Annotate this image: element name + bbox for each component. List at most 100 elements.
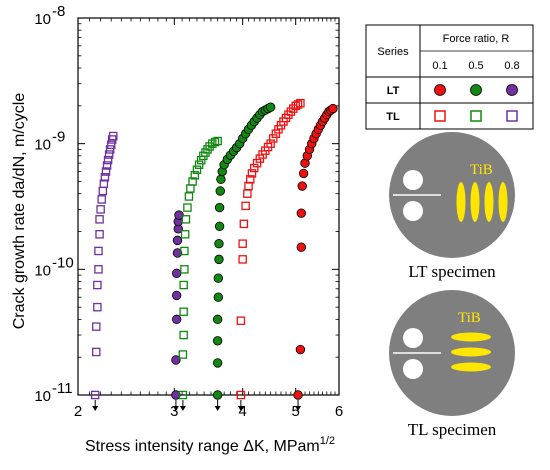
data-point — [212, 314, 223, 325]
x-axis-title-text: Stress intensity range ΔK, MPam — [85, 438, 320, 455]
data-point — [250, 163, 259, 173]
data-point — [239, 219, 249, 229]
legend-header-ratio: Force ratio, R — [443, 33, 510, 45]
legend-marker-tl-0 — [434, 110, 446, 122]
legend-row-lt: LT — [387, 85, 400, 97]
x-tick-label: 6 — [335, 403, 343, 420]
lt-tib-label: TiB — [470, 162, 493, 178]
legend-marker-lt-0 — [434, 84, 446, 96]
data-point — [90, 390, 100, 400]
data-point — [214, 238, 224, 249]
tl-specimen-caption: TL specimen — [408, 420, 497, 439]
data-point — [98, 186, 108, 196]
data-point — [205, 142, 214, 151]
data-point — [212, 390, 223, 400]
data-point — [171, 268, 182, 278]
data-point — [215, 186, 225, 196]
data-point — [171, 390, 181, 400]
tl-tib-label: TiB — [458, 310, 481, 326]
data-point — [216, 174, 226, 185]
data-point — [213, 292, 224, 302]
data-point — [190, 171, 200, 180]
x-axis-title: Stress intensity range ΔK, MPam1/2 — [85, 435, 335, 455]
tl-tib-grain — [451, 362, 491, 372]
data-point — [179, 330, 188, 340]
data-point — [179, 280, 188, 290]
data-point — [186, 184, 195, 193]
data-point — [252, 158, 262, 168]
lt-specimen-disc — [389, 132, 515, 258]
data-point — [246, 175, 255, 184]
runout-arrow-head — [214, 406, 221, 411]
y-axis-title: Crack growth rate da/dN, m/cycle — [11, 93, 28, 330]
data-point — [109, 131, 118, 141]
legend-marker-lt-2 — [506, 84, 518, 96]
data-point — [213, 136, 222, 146]
data-point — [183, 203, 192, 212]
legend-table: Series Force ratio, R 0.1 0.5 0.8 LT TL — [365, 24, 534, 130]
data-point — [97, 195, 106, 204]
data-point — [210, 137, 220, 147]
data-point — [95, 230, 104, 239]
data-point — [238, 239, 247, 248]
data-point — [238, 255, 247, 264]
data-point — [180, 265, 189, 274]
data-point — [293, 390, 303, 400]
data-point — [94, 246, 103, 256]
x-tick-label: 5 — [292, 403, 300, 420]
data-point — [296, 242, 307, 252]
data-point — [247, 169, 257, 178]
x-axis-title-superscript: 1/2 — [320, 435, 335, 447]
legend-header-series: Series — [377, 46, 409, 58]
y-tick-label: 10 — [34, 137, 51, 154]
data-point — [297, 181, 307, 191]
series-lt-r01 — [293, 103, 338, 411]
series-lt-r05 — [212, 102, 276, 411]
y-tick-exponent: -8 — [52, 3, 65, 20]
tl-specimen-diagram: TiB — [389, 290, 515, 416]
data-point — [328, 103, 338, 114]
data-point — [291, 101, 300, 111]
data-point — [95, 215, 104, 224]
data-point — [214, 221, 225, 232]
tl-tib-grain — [451, 347, 491, 357]
data-point — [180, 230, 190, 239]
data-point — [94, 265, 103, 274]
data-point — [172, 248, 183, 258]
data-point — [180, 246, 189, 256]
x-tick-label: 4 — [239, 403, 247, 420]
data-point — [212, 358, 223, 368]
tl-specimen-hole-top — [403, 328, 423, 348]
data-point — [96, 205, 105, 214]
lt-tib-grain — [484, 182, 494, 222]
runout-arrow-head — [92, 406, 99, 411]
data-point — [293, 100, 303, 109]
series-tl-r08 — [90, 131, 118, 411]
lt-tib-grain — [456, 182, 466, 222]
data-point — [93, 280, 102, 290]
data-point — [295, 344, 306, 355]
runout-arrow-head — [172, 406, 179, 411]
data-point — [178, 350, 188, 359]
data-point — [179, 307, 188, 316]
data-point — [171, 290, 182, 301]
y-tick-exponent: -9 — [52, 129, 65, 146]
series-lt-r08 — [171, 210, 184, 411]
data-point — [296, 208, 307, 218]
data-point — [296, 98, 305, 108]
data-point — [100, 173, 110, 182]
data-point — [197, 155, 206, 165]
runout-arrow-head — [179, 406, 186, 411]
data-point — [105, 145, 115, 154]
data-point — [171, 314, 182, 325]
data-point — [184, 192, 194, 201]
data-point — [266, 139, 275, 148]
data-point — [265, 102, 276, 112]
runout-arrow-head — [237, 406, 244, 411]
x-tick-label: 2 — [74, 403, 82, 420]
data-point — [188, 177, 197, 186]
y-tick-exponent: -11 — [52, 380, 73, 397]
data-point — [212, 336, 223, 346]
legend-marker-lt-1 — [470, 84, 482, 96]
